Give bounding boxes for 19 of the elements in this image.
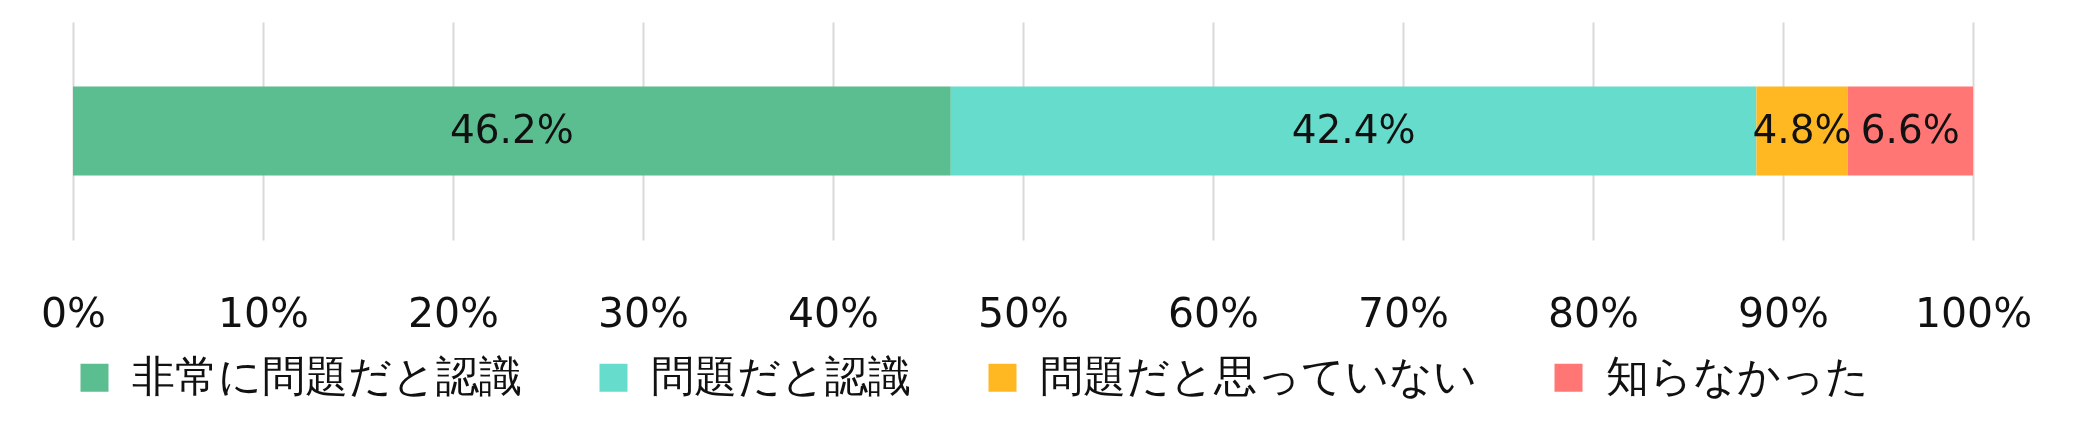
legend-label: 知らなかった	[1606, 350, 1869, 401]
x-tick-label: 10%	[217, 288, 310, 337]
data-label: 46.2%	[449, 107, 574, 152]
data-label: 6.6%	[1860, 107, 1960, 152]
legend-label: 非常に問題だと認識	[132, 350, 522, 401]
x-tick-label: 50%	[977, 288, 1070, 337]
bar	[73, 86, 951, 176]
legend-label: 問題だと認識	[651, 350, 911, 401]
x-tick-label: 70%	[1357, 288, 1450, 337]
x-tick-label: 40%	[787, 288, 880, 337]
x-tick-label: 100%	[1914, 288, 2033, 337]
x-tick-label: 60%	[1167, 288, 1260, 337]
data-label: 42.4%	[1291, 107, 1416, 152]
x-tick-label: 20%	[407, 288, 500, 337]
x-tick-label: 30%	[597, 288, 690, 337]
x-tick-label: 90%	[1737, 288, 1830, 337]
x-tick-label: 0%	[40, 288, 107, 337]
x-tick-label: 80%	[1547, 288, 1640, 337]
legend-label: 問題だと思っていない	[1040, 350, 1477, 401]
